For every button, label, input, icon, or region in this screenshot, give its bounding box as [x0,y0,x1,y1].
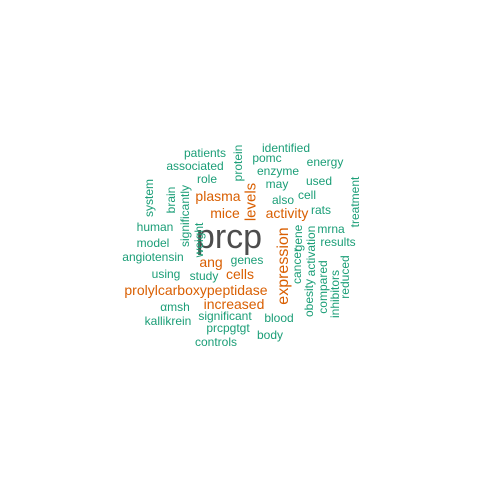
word-protein: protein [231,144,245,182]
word-patients: patients [183,146,227,160]
word-model: model [136,236,170,250]
word-study: study [189,269,219,283]
word-activity: activity [265,205,309,221]
word-increased: increased [203,296,265,312]
word-role: role [196,172,218,186]
word-energy: energy [306,155,344,169]
word-human: human [136,220,174,234]
word-also: also [271,193,295,207]
word-mice: mice [210,205,240,221]
word-using: using [151,267,181,281]
word-enzyme: enzyme [256,164,300,178]
word-controls: controls [194,335,238,349]
word-prcp: prcp [195,218,263,256]
word-system: system [142,178,156,218]
word-angiotensin: angiotensin [122,250,184,264]
word-used: used [305,174,333,188]
word-cells: cells [225,266,255,282]
word-weight: weight [192,222,206,258]
word-significantly: significantly [178,184,192,248]
word-plasma: plasma [195,188,241,204]
word-levels: levels [242,182,260,222]
word-amsh: αmsh [160,300,190,314]
word-pomc: pomc [252,151,282,165]
word-rats: rats [310,203,332,217]
word-prolylcarboxypeptidase: prolylcarboxypeptidase [124,282,268,298]
word-obesity: obesity [302,278,316,318]
word-ang: ang [199,254,223,270]
word-treatment: treatment [348,176,362,228]
word-inhibitors: inhibitors [328,269,342,319]
word-identified: identified [261,141,311,155]
word-prcpgtgt: prcpgtgt [206,321,250,335]
word-body: body [256,328,284,342]
word-brain: brain [164,186,178,214]
word-mrna: mrna [317,222,345,236]
word-associated: associated [166,159,224,173]
word-blood: blood [264,311,294,325]
word-cell: cell [297,188,317,202]
word-may: may [265,177,289,191]
word-results: results [320,235,356,249]
word-kallikrein: kallikrein [144,314,192,328]
word-significant: significant [198,309,252,323]
word-genes: genes [230,253,264,267]
